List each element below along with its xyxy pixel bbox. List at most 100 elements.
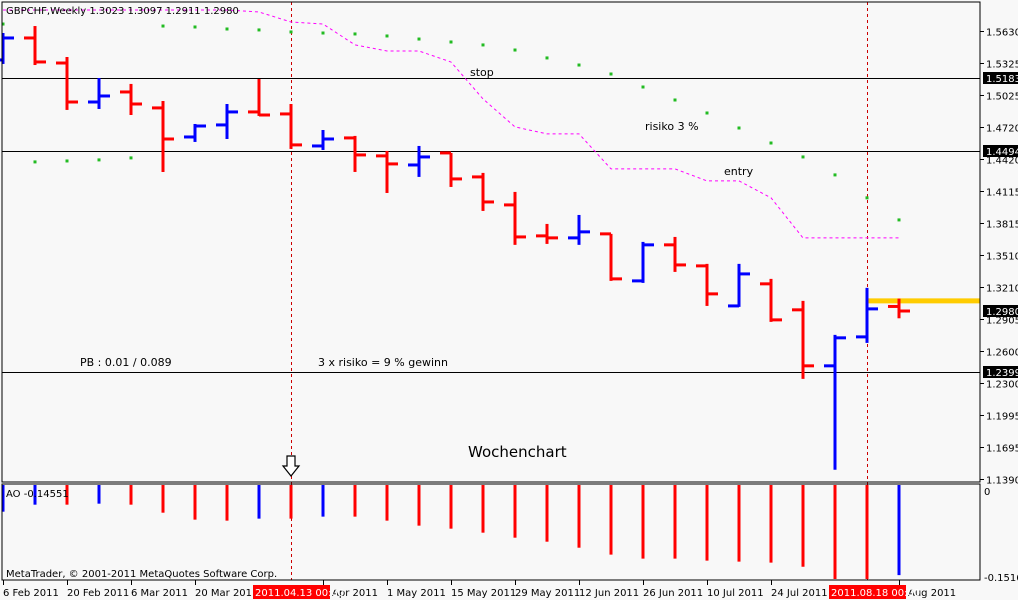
ohlc-bar (792, 300, 814, 379)
sar-dot (1, 22, 5, 26)
sar-dot (481, 43, 485, 47)
sar-dot (225, 27, 229, 31)
ohlc-bar (120, 83, 142, 115)
ohlc-bar (728, 263, 750, 308)
level-price-label: 1.4494 (986, 147, 1018, 158)
y-tick-label: 1.2905 (986, 316, 1018, 327)
y-tick-label: 1.5025 (986, 92, 1018, 103)
ohlc-bar (376, 150, 398, 193)
ohlc-bar (600, 232, 622, 281)
y-tick-label: 1.4115 (986, 188, 1018, 199)
sar-dot (417, 37, 421, 41)
ao-y-tick-label: 0 (984, 487, 990, 498)
x-tick-label: 29 May 2011 (515, 588, 580, 599)
sar-dot (97, 158, 101, 162)
sar-dot (65, 159, 69, 163)
sar-dot (801, 155, 805, 159)
sar-dot (577, 63, 581, 67)
x-tick-label: 24 Jul 2011 (771, 588, 828, 599)
sar-dot (321, 31, 325, 35)
chart-title: GBPCHF,Weekly 1.3023 1.3097 1.2911 1.298… (6, 6, 239, 17)
sar-dot (641, 85, 645, 89)
ao-panel[interactable] (1, 485, 901, 579)
y-tick-label: 1.4420 (986, 156, 1018, 167)
price-panel-frame (1, 1, 981, 483)
ohlc-bar (856, 287, 878, 343)
date-marker-label-bg (829, 585, 906, 599)
level-price-label-bg (983, 145, 1018, 157)
date-marker-label: 2011.04.13 00:00 (255, 588, 344, 599)
ao-y-tick-label: -0.15165 (984, 573, 1018, 584)
current-price-label-bg (983, 305, 1018, 317)
y-tick-label: 1.1390 (986, 476, 1018, 487)
ohlc-bar (184, 123, 206, 142)
ohlc-bar (0, 33, 14, 64)
sar-dot (289, 30, 293, 34)
ohlc-bar (312, 130, 334, 150)
hollow-down-arrow-icon (281, 455, 301, 477)
sar-dot (833, 173, 837, 177)
ohlc-bar (504, 191, 526, 245)
x-tick-label: 20 Mar 2011 (195, 588, 258, 599)
ohlc-bar (888, 298, 910, 319)
sar-dot (257, 28, 261, 32)
x-tick-label: 10 Jul 2011 (707, 588, 764, 599)
sar-dot (33, 160, 37, 164)
annotation-gain: 3 x risiko = 9 % gewinn (318, 356, 448, 369)
ohlc-bar (248, 78, 270, 117)
ohlc-bar (280, 104, 302, 149)
annotation-stop: stop (470, 66, 494, 79)
y-tick-label: 1.1995 (986, 412, 1018, 423)
x-tick-label: 15 May 2011 (451, 588, 516, 599)
ohlc-bar (152, 100, 174, 172)
sar-dot (545, 56, 549, 60)
axes: 1.5630 1.5325 1.5025 1.4720 1.4420 1.4115 1.38… (3, 28, 1018, 599)
y-tick-label: 1.5630 (986, 28, 1018, 39)
sar-dot (513, 48, 517, 52)
annotation-pb: PB : 0.01 / 0.089 (80, 356, 172, 369)
date-marker-label-bg (253, 585, 330, 599)
x-tick-label: 26 Jun 2011 (643, 588, 703, 599)
ohlc-bar (408, 145, 430, 177)
ohlc-bar (536, 223, 558, 244)
price-panel[interactable] (0, 2, 980, 580)
annotation-entry: entry (724, 165, 754, 178)
sar-dot (609, 72, 613, 76)
x-tick-label: 6 Feb 2011 (3, 588, 59, 599)
current-price-label: 1.2980 (986, 307, 1018, 318)
level-price-label-bg (983, 72, 1018, 84)
sar-dot (865, 196, 869, 200)
x-tick-label: 12 Jun 2011 (579, 588, 639, 599)
ohlc-bar (472, 172, 494, 211)
sar-dot (385, 34, 389, 38)
sar-dot (769, 141, 773, 145)
copyright: MetaTrader, © 2001-2011 MetaQuotes Softw… (6, 569, 277, 580)
ohlc-bar (344, 135, 366, 172)
sar-dot (673, 98, 677, 102)
level-price-label: 1.2399 (986, 368, 1018, 379)
ao-panel-frame (1, 483, 981, 581)
y-tick-label: 1.2600 (986, 348, 1018, 359)
ma-line (3, 9, 899, 239)
ohlc-bar (24, 26, 46, 66)
sar-dot (353, 32, 357, 36)
sar-dot (897, 218, 901, 222)
ohlc-bar (568, 214, 590, 245)
level-price-label-bg (983, 366, 1018, 378)
y-tick-label: 1.1695 (986, 444, 1018, 455)
x-tick-label: Apr 2011 (332, 588, 378, 599)
sar-dot (193, 25, 197, 29)
x-tick-label: 1 May 2011 (387, 588, 446, 599)
y-tick-label: 1.3510 (986, 252, 1018, 263)
ao-title: AO -0.14551 (6, 489, 69, 500)
ohlc-bar (824, 334, 846, 470)
ohlc-bar (88, 78, 110, 109)
sar-dot (161, 24, 165, 28)
ohlc-bar (760, 278, 782, 322)
x-tick-label: Aug 2011 (908, 588, 956, 599)
sar-dot (705, 111, 709, 115)
ohlc-bar (632, 241, 654, 283)
annotation-chart-label: Wochenchart (468, 443, 567, 461)
